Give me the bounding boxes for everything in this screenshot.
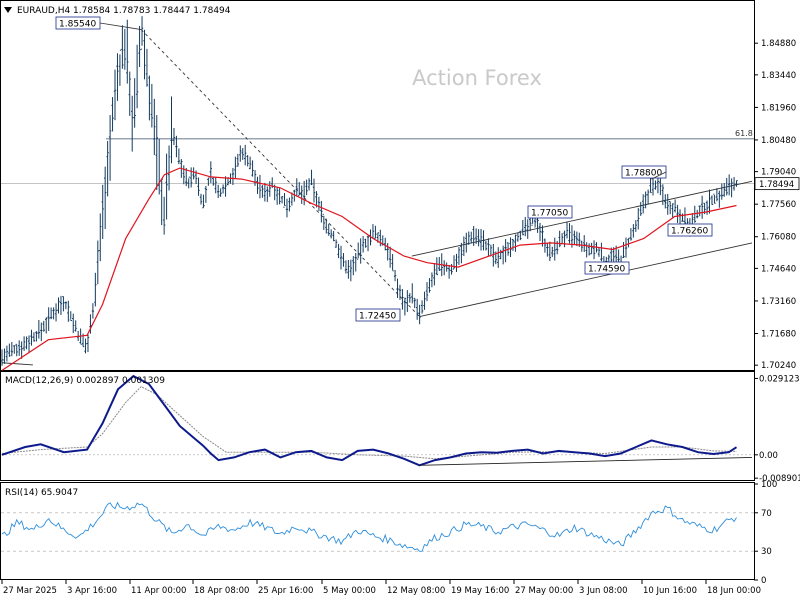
price-annotation-label: 1.85540 (59, 20, 96, 30)
watermark: Action Forex (412, 66, 542, 90)
price-annotation-label: 1.74590 (588, 265, 625, 275)
price-annotation-box (584, 261, 630, 275)
x-axis: 27 Mar 2025 3 Apr 16:00 11 Apr 00:00 18 Apr… (1, 580, 761, 596)
symbol-ohlc-line: EURAUD,H4 1.78584 1.78783 1.78447 1.7849… (17, 6, 231, 16)
price-y-tick-label: 1.76080 (761, 233, 796, 243)
rsi-y-tick-label: 0 (761, 576, 766, 586)
macd-y-tick-label: -0.008901 (759, 474, 800, 484)
price-y-tick-label: 1.73160 (761, 297, 796, 307)
x-tick-label: 3 Jun 08:00 (579, 586, 628, 596)
annotation-leader (651, 171, 667, 180)
price-annotation-box (667, 223, 713, 237)
x-tick-label: 27 Mar 2025 (3, 586, 57, 596)
price-y-tick-label: 1.77560 (761, 200, 796, 210)
macd-layer: 0.029123 0.00 -0.008901 (1, 374, 800, 484)
macd-y-tick-label: 0.029123 (759, 374, 800, 384)
x-tick-label: 11 Apr 00:00 (131, 586, 186, 596)
price-annotation-label: 1.78800 (625, 169, 662, 179)
chart-header: EURAUD,H4 1.78584 1.78783 1.78447 1.7849… (4, 6, 231, 16)
price-bars (0, 16, 738, 366)
current-price-label: 1.78494 (759, 180, 794, 190)
price-annotation-box (527, 205, 573, 219)
rsi-y-tick-label: 30 (761, 547, 772, 557)
price-y-tick-label: 1.74640 (761, 264, 796, 274)
macd-line (1, 374, 738, 467)
price-annotation-box (355, 308, 401, 322)
rsi-layer: 100 70 30 0 (1, 480, 777, 586)
macd-signal-line (1, 385, 737, 460)
fib-level-label: 61.8 (735, 129, 753, 138)
price-y-tick-label: 1.71680 (761, 329, 796, 339)
x-tick-label: 5 May 00:00 (323, 586, 376, 596)
rsi-panel-frame (0, 482, 755, 580)
moving-average-line (1, 167, 737, 371)
annotation-leader (99, 22, 142, 30)
macd-panel-frame (0, 371, 755, 481)
current-price-box (754, 177, 800, 191)
rsi-title: RSI(14) 65.9047 (5, 488, 78, 498)
price-y-tick-label: 1.79040 (761, 168, 796, 178)
price-annotation-label: 1.76260 (671, 227, 708, 237)
price-annotation-label: 1.77050 (531, 209, 568, 219)
x-tick-label: 18 Jun 00:00 (707, 586, 761, 596)
price-annotation-label: 1.72450 (359, 312, 396, 322)
price-trendline (419, 242, 753, 317)
x-tick-label: 10 Jun 16:00 (643, 586, 697, 596)
x-tick-label: 27 May 00:00 (515, 586, 573, 596)
price-gridlines: 61.8 (1, 129, 754, 185)
x-tick-label: 25 Apr 16:00 (258, 586, 313, 596)
macd-trendline (419, 456, 753, 466)
triangle-down-icon[interactable] (4, 7, 12, 13)
rsi-line (1, 501, 737, 552)
price-y-tick-label: 1.70240 (761, 361, 796, 371)
macd-title: MACD(12,26,9) 0.002897 0.001309 (5, 376, 165, 386)
macd-y-tick-label: 0.00 (759, 451, 778, 461)
price-annotations: 1.85540 1.72450 1.77050 1.74590 1.78800 1.762… (55, 16, 713, 322)
price-y-tick-label: 1.80480 (761, 136, 796, 146)
x-tick-label: 18 Apr 08:00 (194, 586, 249, 596)
price-trendline (140, 29, 420, 317)
price-y-tick-label: 1.81960 (761, 103, 796, 113)
price-y-axis: 1.84880 1.83440 1.81960 1.80480 1.79040 1.775… (754, 39, 800, 371)
rsi-y-tick-label: 70 (761, 509, 772, 519)
price-trendline (1, 362, 33, 366)
rsi-y-tick-label: 100 (761, 480, 777, 490)
x-tick-label: 12 May 08:00 (387, 586, 445, 596)
price-y-tick-label: 1.83440 (761, 71, 796, 81)
x-tick-label: 19 May 16:00 (451, 586, 509, 596)
price-y-tick-label: 1.84880 (761, 39, 796, 49)
x-tick-label: 3 Apr 16:00 (67, 586, 117, 596)
